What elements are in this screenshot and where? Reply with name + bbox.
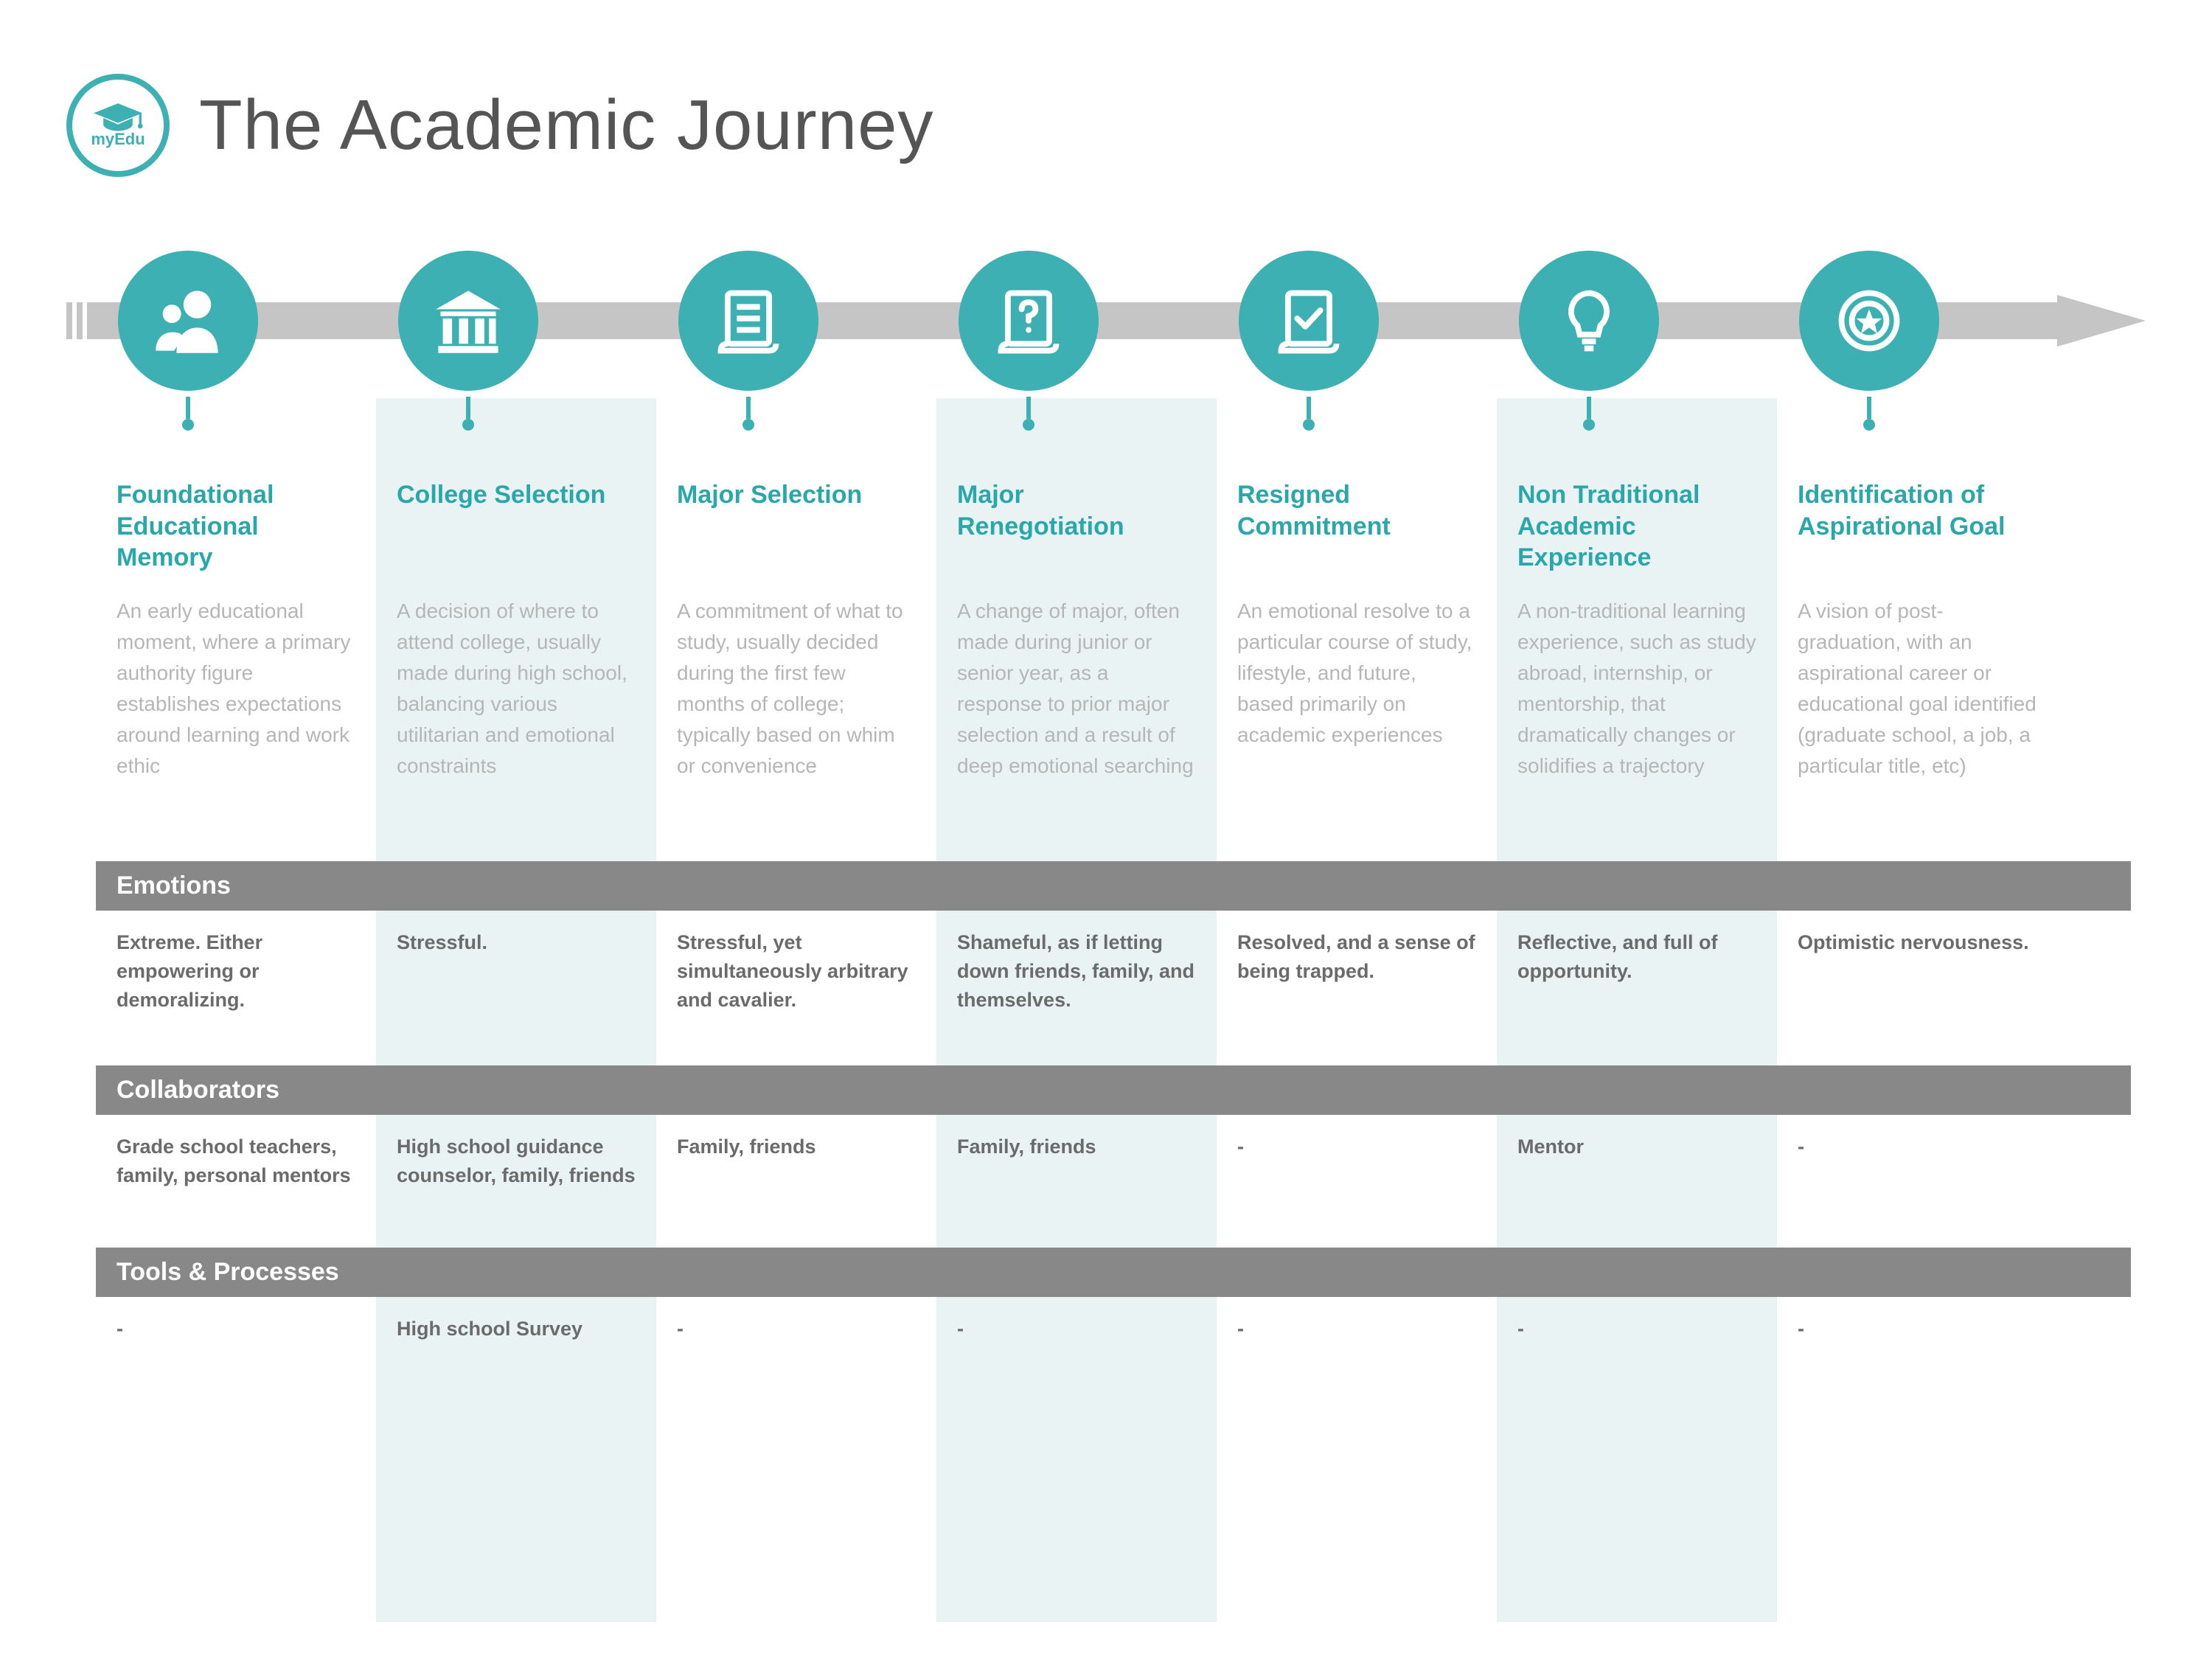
brand-name: myEdu — [91, 130, 145, 149]
stage-desc: A decision of where to attend college, u… — [397, 596, 636, 839]
stage-icon-row — [66, 251, 2146, 391]
institution-icon — [431, 284, 505, 358]
stage-bubble-1 — [398, 251, 538, 391]
emotion-cell: Optimistic nervousness. — [1777, 911, 2057, 1058]
stage-bubble-4 — [1239, 251, 1379, 391]
section-bar-collaborators: Collaborators — [96, 1065, 2131, 1115]
tools-row: - High school Survey - - - - - — [66, 1297, 2146, 1363]
header: myEdu The Academic Journey — [66, 74, 2146, 177]
stage-bubble-5 — [1519, 251, 1659, 391]
stage-desc: A change of major, often made during jun… — [957, 596, 1196, 839]
stage-title: Major Renegotiation — [957, 479, 1196, 575]
emotion-cell: Stressful. — [376, 911, 656, 1058]
tool-cell: - — [96, 1297, 376, 1363]
collaborators-row: Grade school teachers, family, personal … — [66, 1115, 2146, 1240]
stage-bubble-6 — [1799, 251, 1939, 391]
stage-desc: An emotional resolve to a particular cou… — [1237, 596, 1476, 839]
stage-title: Identification of Aspirational Goal — [1798, 479, 2037, 575]
stage-col-0: Foundational Educational Memory An early… — [96, 457, 376, 854]
collaborator-cell: High school guidance counselor, family, … — [376, 1115, 656, 1240]
people-icon — [151, 284, 225, 358]
stage-title: Resigned Commitment — [1237, 479, 1476, 575]
tool-cell: - — [936, 1297, 1217, 1363]
stage-desc: An early educational moment, where a pri… — [116, 596, 355, 839]
tool-cell: High school Survey — [376, 1297, 656, 1363]
stage-columns: Foundational Educational Memory An early… — [66, 457, 2146, 854]
collaborator-cell: Mentor — [1497, 1115, 1777, 1240]
lightbulb-icon — [1552, 284, 1626, 358]
emotion-cell: Extreme. Either empowering or demoralizi… — [96, 911, 376, 1058]
collaborator-cell: - — [1217, 1115, 1497, 1240]
brand-logo: myEdu — [66, 74, 170, 177]
emotion-cell: Reflective, and full of opportunity. — [1497, 911, 1777, 1058]
stage-title: Non Traditional Academic Experience — [1517, 479, 1756, 575]
stage-col-6: Identification of Aspirational Goal A vi… — [1777, 457, 2057, 854]
scroll-icon — [712, 284, 785, 358]
check-doc-icon — [1272, 284, 1346, 358]
stage-desc: A vision of post-graduation, with an asp… — [1798, 596, 2037, 839]
stage-desc: A non-traditional learning experience, s… — [1517, 596, 1756, 839]
collaborator-cell: Family, friends — [656, 1115, 936, 1240]
question-doc-icon — [992, 284, 1065, 358]
target-star-icon — [1832, 284, 1906, 358]
timeline — [66, 251, 2146, 442]
section-bar-emotions: Emotions — [96, 861, 2131, 911]
emotion-cell: Resolved, and a sense of being trapped. — [1217, 911, 1497, 1058]
stage-title: Foundational Educational Memory — [116, 479, 355, 575]
tool-cell: - — [1217, 1297, 1497, 1363]
tool-cell: - — [1497, 1297, 1777, 1363]
emotion-cell: Stressful, yet simultaneously arbitrary … — [656, 911, 936, 1058]
stage-desc: A commitment of what to study, usually d… — [677, 596, 916, 839]
emotions-row: Extreme. Either empowering or demoralizi… — [66, 911, 2146, 1058]
stage-title: College Selection — [397, 479, 636, 575]
emotion-cell: Shameful, as if letting down friends, fa… — [936, 911, 1217, 1058]
section-bar-tools: Tools & Processes — [96, 1248, 2131, 1297]
stage-bubble-3 — [959, 251, 1099, 391]
stage-bubble-0 — [118, 251, 258, 391]
stage-col-2: Major Selection A commitment of what to … — [656, 457, 936, 854]
stage-col-5: Non Traditional Academic Experience A no… — [1497, 457, 1777, 854]
tool-cell: - — [656, 1297, 936, 1363]
tool-cell: - — [1777, 1297, 2057, 1363]
collaborator-cell: - — [1777, 1115, 2057, 1240]
collaborator-cell: Grade school teachers, family, personal … — [96, 1115, 376, 1240]
collaborator-cell: Family, friends — [936, 1115, 1217, 1240]
page-title: The Academic Journey — [199, 85, 934, 166]
stage-col-4: Resigned Commitment An emotional resolve… — [1217, 457, 1497, 854]
stage-col-1: College Selection A decision of where to… — [376, 457, 656, 854]
stage-bubble-2 — [678, 251, 818, 391]
stage-col-3: Major Renegotiation A change of major, o… — [936, 457, 1217, 854]
stage-title: Major Selection — [677, 479, 916, 575]
